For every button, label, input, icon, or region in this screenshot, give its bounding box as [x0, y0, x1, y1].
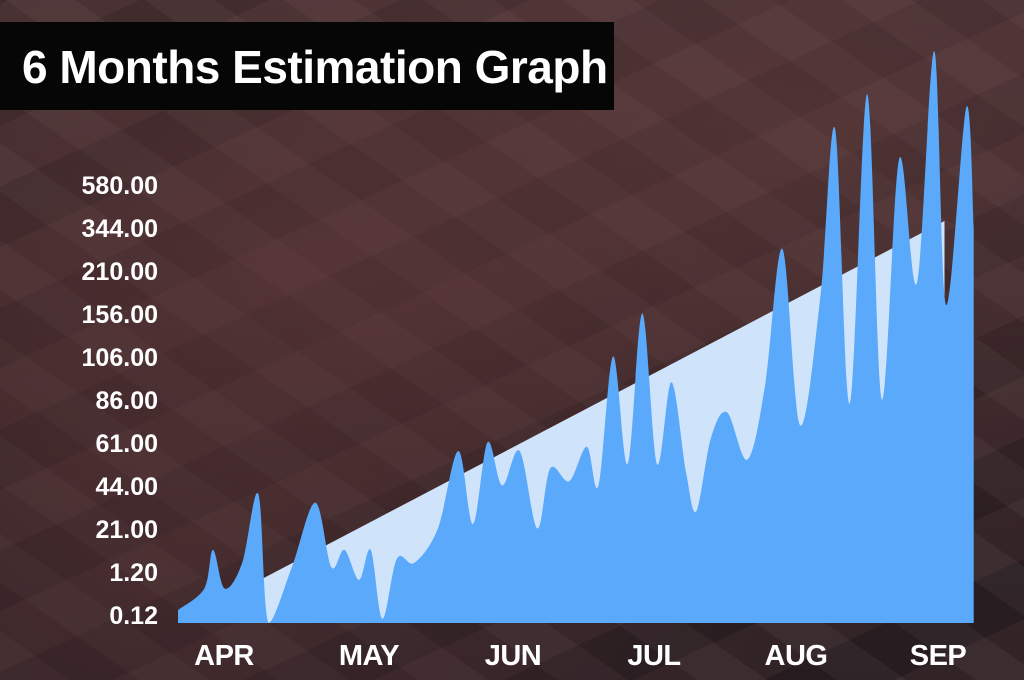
y-tick-label: 210.00 — [82, 258, 158, 286]
x-tick-label: APR — [194, 640, 254, 672]
x-tick-label: AUG — [765, 640, 828, 672]
y-tick-label: 44.00 — [95, 473, 158, 501]
x-tick-label: MAY — [339, 640, 399, 672]
y-tick-label: 61.00 — [95, 430, 158, 458]
y-axis-ticks: 580.00 344.00 210.00 156.00 106.00 86.00 61.00… — [82, 172, 158, 630]
y-tick-label: 344.00 — [82, 215, 158, 243]
chart-title: 6 Months Estimation Graph — [22, 41, 608, 93]
y-tick-label: 156.00 — [82, 301, 158, 329]
y-tick-label: 0.12 — [109, 602, 158, 630]
title-banner: 6 Months Estimation Graph — [0, 22, 614, 110]
x-tick-label: SEP — [910, 640, 967, 672]
x-tick-label: JUN — [485, 640, 542, 672]
y-tick-label: 21.00 — [95, 516, 158, 544]
x-tick-label: JUL — [627, 640, 680, 672]
y-tick-label: 580.00 — [82, 172, 158, 200]
y-tick-label: 106.00 — [82, 344, 158, 372]
y-tick-label: 86.00 — [95, 387, 158, 415]
x-axis-ticks: APR MAY JUN JUL AUG SEP — [194, 640, 967, 672]
series-area-0 — [178, 51, 974, 623]
y-tick-label: 1.20 — [109, 559, 158, 587]
